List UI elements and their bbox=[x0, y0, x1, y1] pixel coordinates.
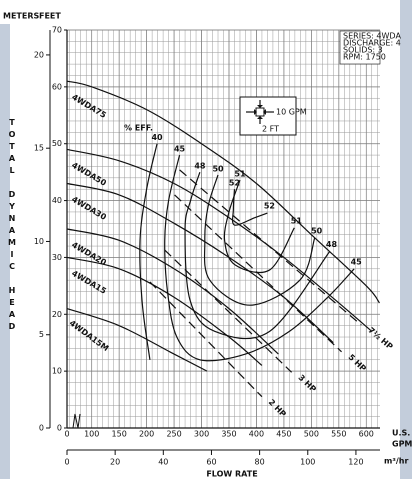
y-axis-title: TOTAL DYNAMIC HEAD bbox=[7, 118, 16, 334]
y-tick-label: 70 bbox=[52, 26, 62, 35]
efficiency-curve bbox=[139, 143, 158, 360]
impeller-curve bbox=[66, 80, 380, 304]
scale-key-arrowhead bbox=[263, 109, 266, 115]
x-axis-title: FLOW RATE bbox=[206, 470, 257, 479]
y2-tick-label: 5 bbox=[39, 330, 44, 339]
scale-key-arrowhead bbox=[257, 116, 263, 119]
y-tick-label: 50 bbox=[52, 139, 62, 148]
info-line: SERIES: 4WDA bbox=[343, 32, 401, 41]
efficiency-curve bbox=[164, 154, 355, 362]
y2-tick-label: 10 bbox=[34, 237, 44, 246]
x-tick-label: 200 bbox=[139, 430, 154, 439]
efficiency-label: 52 bbox=[229, 179, 240, 188]
axis-break bbox=[72, 413, 81, 429]
power-line bbox=[149, 281, 263, 398]
x2-tick-label: 60 bbox=[206, 458, 216, 467]
x-tick-label: 150 bbox=[112, 430, 127, 439]
x2-tick-label: 40 bbox=[158, 458, 168, 467]
x-tick-label: 450 bbox=[276, 430, 291, 439]
info-line: DISCHARGE: 4 bbox=[343, 39, 401, 48]
efficiency-label: 45 bbox=[351, 257, 363, 266]
efficiency-label: 50 bbox=[212, 164, 224, 173]
efficiency-label: 51 bbox=[291, 216, 303, 225]
efficiency-label: 40 bbox=[151, 133, 163, 142]
x-tick-label: 100 bbox=[84, 430, 99, 439]
y-tick-label: 60 bbox=[52, 82, 62, 91]
y2-unit: METERS bbox=[3, 12, 40, 21]
x-unit: U.S. bbox=[392, 429, 410, 438]
efficiency-title: % EFF. bbox=[124, 124, 153, 133]
info-box bbox=[339, 30, 381, 65]
x-tick-label: 600 bbox=[359, 430, 374, 439]
efficiency-curve bbox=[223, 179, 295, 274]
y-unit: FEET bbox=[39, 12, 61, 21]
power-line bbox=[174, 194, 342, 353]
x-tick-label: 500 bbox=[304, 430, 319, 439]
scale-key-flow: 10 GPM bbox=[276, 108, 307, 117]
efficiency-curve bbox=[203, 174, 316, 306]
efficiency-curve bbox=[231, 189, 268, 226]
x-unit: GPM bbox=[392, 440, 412, 449]
efficiency-label: 48 bbox=[194, 162, 206, 171]
y-tick-label: 0 bbox=[57, 424, 62, 433]
scale-key: 10 GPM 2 FT bbox=[239, 96, 307, 136]
x2-tick-label: 20 bbox=[110, 458, 120, 467]
impeller-curve bbox=[66, 148, 373, 332]
x-tick-label: 300 bbox=[194, 430, 209, 439]
scale-key-arrowhead bbox=[254, 109, 257, 115]
x-tick-label: 550 bbox=[331, 430, 346, 439]
impeller-curve bbox=[66, 256, 263, 366]
x2-tick-label: 80 bbox=[255, 458, 265, 467]
efficiency-label: 48 bbox=[326, 240, 338, 249]
scale-key-head: 2 FT bbox=[262, 125, 279, 134]
x2-tick-label: 100 bbox=[300, 458, 315, 467]
y-tick-label: 40 bbox=[52, 196, 62, 205]
x-tick-label: 400 bbox=[249, 430, 264, 439]
x-tick-label: 250 bbox=[166, 430, 181, 439]
power-line bbox=[179, 169, 362, 326]
impeller-curve bbox=[66, 182, 334, 344]
efficiency-curve bbox=[184, 171, 330, 340]
efficiency-label: 51 bbox=[234, 170, 246, 179]
x2-tick-label: 120 bbox=[348, 458, 363, 467]
info-line: SOLIDS: 3 bbox=[343, 46, 383, 55]
scale-key-box bbox=[239, 96, 297, 136]
y-tick-label: 30 bbox=[52, 253, 62, 262]
scale-key-square bbox=[255, 107, 265, 117]
x-origin-label: 0 bbox=[64, 430, 69, 439]
y2-tick-label: 20 bbox=[34, 50, 44, 59]
efficiency-label: 45 bbox=[174, 145, 186, 154]
efficiency-label: 52 bbox=[264, 202, 275, 211]
x-tick-label: 350 bbox=[221, 430, 236, 439]
x2-unit: m³/hr bbox=[384, 457, 408, 466]
impeller-curve bbox=[66, 228, 279, 355]
y-tick-label: 10 bbox=[52, 367, 62, 376]
info-line: RPM: 1750 bbox=[343, 53, 386, 62]
x2-tick-label: 0 bbox=[64, 458, 69, 467]
impeller-curve bbox=[66, 308, 208, 372]
scale-key-arrowhead bbox=[257, 105, 263, 108]
y2-tick-label: 15 bbox=[34, 144, 44, 153]
efficiency-label: 50 bbox=[311, 227, 323, 236]
y-tick-label: 20 bbox=[52, 310, 62, 319]
y2-tick-label: 0 bbox=[39, 424, 44, 433]
power-line bbox=[164, 249, 293, 373]
